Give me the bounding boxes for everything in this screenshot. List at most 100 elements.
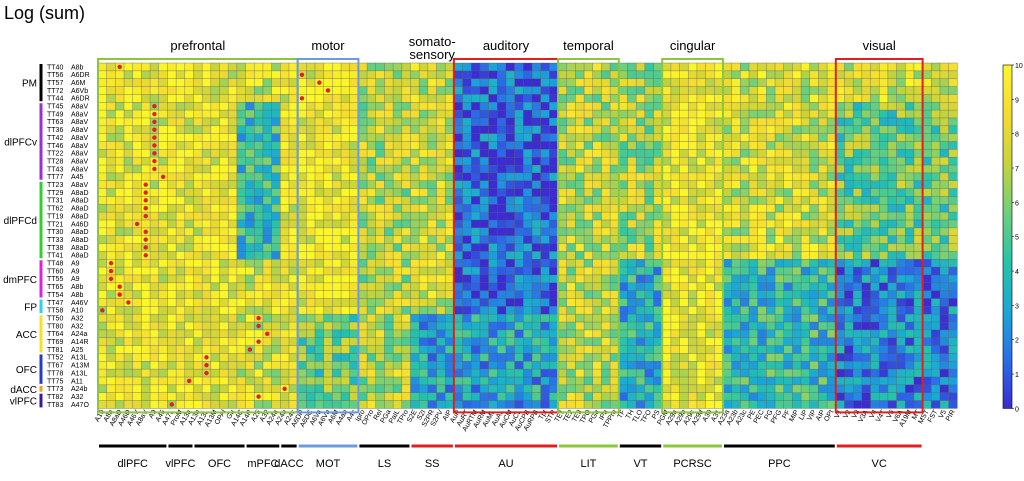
heatmap-cell xyxy=(592,63,602,71)
heatmap-cell xyxy=(523,149,533,158)
heatmap-cell xyxy=(688,102,697,111)
heatmap-cell xyxy=(931,94,941,103)
heatmap-cell xyxy=(297,337,307,346)
heatmap-cell xyxy=(887,172,897,181)
heatmap-cell xyxy=(106,361,116,370)
heatmap-cell xyxy=(853,290,862,299)
heatmap-cell xyxy=(610,400,619,409)
heatmap-cell xyxy=(948,369,958,378)
heatmap-cell xyxy=(861,298,871,307)
heatmap-cell xyxy=(653,133,663,142)
heatmap-cell xyxy=(288,290,298,299)
heatmap-cell xyxy=(158,70,168,79)
heatmap-cell xyxy=(462,290,472,299)
heatmap-cell xyxy=(254,157,263,166)
heatmap-cell xyxy=(523,298,533,307)
heatmap-cell xyxy=(427,282,437,291)
heatmap-cell xyxy=(688,212,697,221)
heatmap-cell xyxy=(722,149,732,158)
heatmap-cell xyxy=(210,102,220,111)
heatmap-cell xyxy=(809,63,819,71)
heatmap-cell xyxy=(627,125,637,134)
heatmap-cell xyxy=(696,165,706,173)
heatmap-cell xyxy=(696,235,706,244)
heatmap-cell xyxy=(931,133,941,142)
heatmap-cell xyxy=(497,172,507,181)
heatmap-cell xyxy=(879,282,888,291)
heatmap-cell xyxy=(98,314,107,323)
row-label-area: A8b xyxy=(71,292,84,299)
heatmap-cell xyxy=(610,337,619,346)
heatmap-cell xyxy=(315,345,324,354)
colorbar-gradient xyxy=(1002,64,1013,409)
heatmap-cell xyxy=(271,165,281,173)
heatmap-cell xyxy=(887,63,897,71)
heatmap-cell xyxy=(896,377,906,385)
heatmap-cell xyxy=(245,125,255,134)
row-label-area: A8aV xyxy=(71,158,88,165)
heatmap-cell xyxy=(922,149,932,158)
heatmap-cell xyxy=(835,251,845,260)
heatmap-cell xyxy=(124,102,133,111)
heatmap-cell xyxy=(488,204,498,213)
heatmap-cell xyxy=(184,117,194,126)
heatmap-cell xyxy=(592,172,602,181)
heatmap-cell xyxy=(601,220,611,228)
heatmap-cell xyxy=(931,267,941,275)
heatmap-cell xyxy=(636,392,645,401)
column-group-abbr: vlPFC xyxy=(165,458,195,470)
heatmap-cell xyxy=(662,63,671,71)
heatmap-cell xyxy=(410,70,420,79)
heatmap-cell xyxy=(332,102,342,111)
heatmap-cell xyxy=(523,102,533,111)
heatmap-cell xyxy=(288,306,298,315)
heatmap-cell xyxy=(254,204,263,213)
heatmap-cell xyxy=(653,196,663,205)
heatmap-cell xyxy=(853,86,862,95)
heatmap-cell xyxy=(315,322,324,330)
heatmap-cell xyxy=(939,361,949,370)
row-label-tt: TT30 xyxy=(47,229,63,236)
row-label-area: A46V xyxy=(71,300,88,307)
heatmap-cell xyxy=(98,70,107,79)
heatmap-cell xyxy=(922,274,932,283)
heatmap-cell xyxy=(696,141,706,150)
heatmap-cell xyxy=(158,110,168,118)
heatmap-cell xyxy=(653,212,663,221)
heatmap-cell xyxy=(896,290,906,299)
heatmap-cell xyxy=(332,63,342,71)
heatmap-cell xyxy=(297,274,307,283)
heatmap-cell xyxy=(419,314,428,323)
heatmap-cell xyxy=(410,204,420,213)
heatmap-cell xyxy=(644,337,654,346)
heatmap-cell xyxy=(835,259,845,268)
heatmap-cell xyxy=(705,133,715,142)
heatmap-cell xyxy=(722,329,732,338)
heatmap-cell xyxy=(670,235,680,244)
heatmap-cell xyxy=(514,267,524,275)
heatmap-cell xyxy=(158,243,168,252)
heatmap-cell xyxy=(792,235,802,244)
heatmap-cell xyxy=(566,369,576,378)
heatmap-cell xyxy=(818,259,828,268)
injection-marker xyxy=(265,331,270,337)
heatmap-cell xyxy=(436,227,446,236)
heatmap-cell xyxy=(184,290,194,299)
heatmap-cell xyxy=(523,94,533,103)
heatmap-cell xyxy=(801,369,810,378)
heatmap-cell xyxy=(532,353,541,362)
heatmap-cell xyxy=(931,298,941,307)
heatmap-cell xyxy=(271,322,281,330)
heatmap-cell xyxy=(913,78,923,87)
heatmap-cell xyxy=(766,353,776,362)
heatmap-cell xyxy=(809,392,819,401)
heatmap-cell xyxy=(393,70,402,79)
heatmap-cell xyxy=(236,149,246,158)
heatmap-cell xyxy=(514,345,524,354)
heatmap-cell xyxy=(288,125,298,134)
heatmap-cell xyxy=(193,220,203,228)
heatmap-cell xyxy=(670,188,680,197)
heatmap-cell xyxy=(896,188,906,197)
heatmap-cell xyxy=(176,63,185,71)
heatmap-cell xyxy=(167,220,177,228)
